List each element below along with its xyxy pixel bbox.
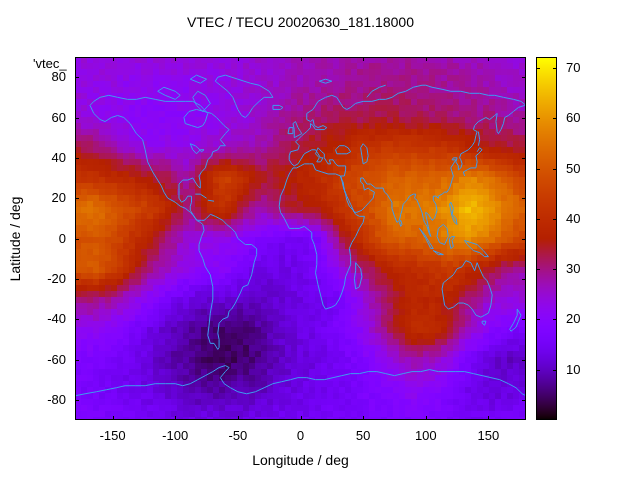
x-tick-label: 0 [296,428,305,443]
y-tick-label: 80 [51,69,66,84]
colorbar-tick-label: 20 [566,311,581,327]
legend-label: 'vtec_ [33,56,67,71]
colorbar-tick-label: 30 [566,261,581,277]
colorbar-tick-label: 70 [566,60,581,75]
colorbar-tick-label: 60 [566,110,581,126]
colorbar-tick-label: 50 [566,160,581,176]
chart-title: VTEC / TECU 20020630_181.18000 [186,14,414,30]
y-tick-label: 20 [51,190,66,205]
y-tick-label: 40 [51,149,66,165]
x-tick-label: -150 [99,428,126,443]
y-tick-label: -40 [47,311,66,326]
heatmap-canvas [75,57,526,420]
x-tick-label: 100 [414,428,437,443]
x-axis-label: Longitude / deg [252,452,349,468]
x-tick-label: 50 [355,428,371,443]
colorbar-tick-label: 10 [566,361,581,377]
colorbar-canvas [536,57,557,420]
x-tick-label: -50 [228,428,248,443]
colorbar-tick-label: 40 [566,210,581,226]
y-tick-label: -80 [47,391,66,407]
y-tick-label: -60 [47,351,66,367]
y-tick-label: 60 [51,109,66,125]
y-tick-label: -20 [47,270,66,286]
x-tick-label: -100 [162,428,189,443]
x-tick-label: 150 [477,428,500,443]
y-tick-label: 0 [58,230,66,246]
